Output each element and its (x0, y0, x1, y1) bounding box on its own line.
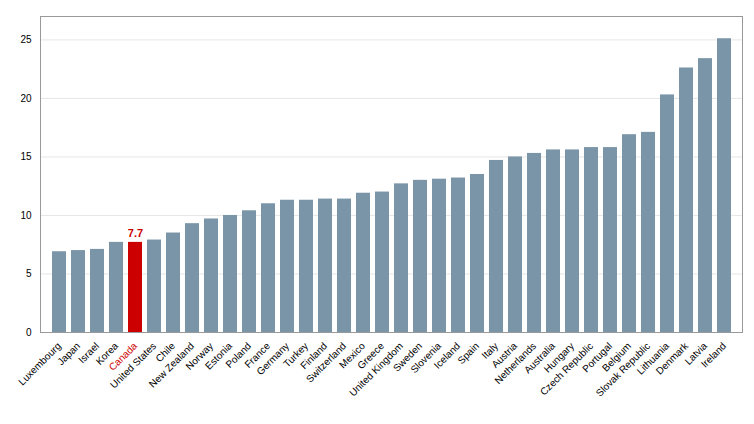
svg-text:Iceland: Iceland (431, 340, 463, 371)
svg-text:Slovenia: Slovenia (408, 340, 444, 376)
svg-text:Finland: Finland (298, 340, 330, 372)
svg-text:United Kingdom: United Kingdom (347, 340, 406, 399)
svg-text:Portugal: Portugal (580, 340, 615, 375)
svg-text:Czech Republic: Czech Republic (537, 340, 596, 398)
svg-text:Luxembourg: Luxembourg (16, 340, 63, 387)
svg-text:Sweden: Sweden (390, 340, 425, 374)
svg-text:Australia: Australia (521, 340, 558, 376)
svg-text:Belgium: Belgium (599, 340, 634, 374)
svg-text:Netherlands: Netherlands (492, 340, 539, 387)
svg-text:15: 15 (20, 151, 32, 162)
svg-text:Japan: Japan (55, 340, 82, 367)
svg-text:7.7: 7.7 (128, 227, 143, 239)
svg-text:25: 25 (20, 34, 32, 45)
svg-text:5: 5 (26, 268, 32, 279)
svg-text:Poland: Poland (223, 340, 254, 370)
svg-text:Spain: Spain (455, 340, 481, 366)
svg-text:Chile: Chile (153, 340, 178, 365)
svg-text:Norway: Norway (183, 340, 216, 372)
svg-text:Greece: Greece (355, 340, 387, 372)
svg-text:Estonia: Estonia (202, 340, 235, 372)
svg-text:10: 10 (20, 210, 32, 221)
svg-text:Austria: Austria (489, 340, 520, 370)
svg-text:United States: United States (107, 340, 159, 391)
svg-text:Hungary: Hungary (541, 340, 577, 375)
svg-text:Lithuania: Lithuania (634, 340, 672, 377)
svg-text:Switzerland: Switzerland (303, 340, 349, 385)
svg-text:Korea: Korea (93, 340, 121, 367)
svg-text:Denmark: Denmark (653, 340, 691, 377)
svg-text:Israel: Israel (76, 340, 102, 366)
svg-text:France: France (242, 340, 273, 370)
svg-text:New Zealand: New Zealand (146, 340, 197, 390)
svg-text:Mexico: Mexico (337, 340, 368, 371)
svg-text:20: 20 (20, 93, 32, 104)
svg-text:Germany: Germany (254, 340, 292, 378)
svg-text:Slovak Republic: Slovak Republic (593, 340, 653, 399)
svg-text:Ireland: Ireland (699, 340, 728, 369)
svg-text:Latvia: Latvia (682, 340, 710, 367)
svg-text:0: 0 (26, 327, 32, 338)
svg-text:Turkey: Turkey (281, 340, 311, 370)
svg-text:Canada: Canada (106, 340, 140, 373)
svg-text:Italy: Italy (479, 340, 501, 361)
